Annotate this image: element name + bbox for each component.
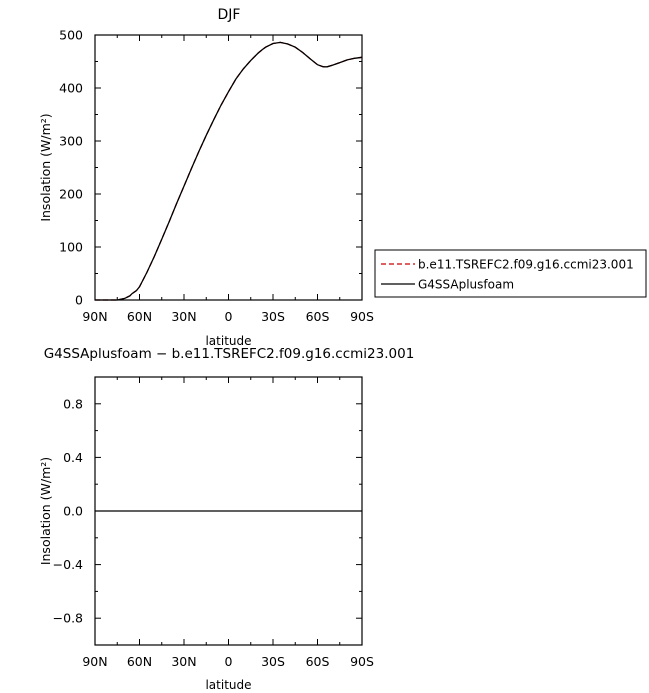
y-tick-label: 300 xyxy=(59,134,83,149)
legend-label-1: G4SSAplusfoam xyxy=(418,278,514,292)
x-tick-label: 30S xyxy=(261,654,285,669)
y-tick-label: 200 xyxy=(59,187,83,202)
series-line-0 xyxy=(95,41,363,301)
y-tick-label: 0.0 xyxy=(63,504,83,519)
y-tick-label: 0.8 xyxy=(63,396,83,411)
y-tick-label: 100 xyxy=(59,240,83,255)
legend-label-0: b.e11.TSREFC2.f09.g16.ccmi23.001 xyxy=(418,258,634,272)
y-tick-label: 500 xyxy=(59,28,83,43)
y-tick-label: −0.4 xyxy=(53,557,83,572)
chart-title: G4SSAplusfoam − b.e11.TSREFC2.f09.g16.cc… xyxy=(44,346,415,362)
y-axis-label: Insolation (W/m²) xyxy=(38,457,53,565)
y-tick-label: 0 xyxy=(75,293,83,308)
x-tick-label: 60S xyxy=(306,654,330,669)
x-tick-label: 0 xyxy=(225,309,233,324)
x-tick-label: 90S xyxy=(350,654,374,669)
x-tick-label: 60S xyxy=(306,309,330,324)
legend-box xyxy=(374,249,647,298)
x-tick-label: 30N xyxy=(171,654,196,669)
x-axis-label: latitude xyxy=(205,678,251,692)
x-tick-label: 90N xyxy=(82,654,107,669)
x-tick-label: 60N xyxy=(127,309,152,324)
y-axis-label: Insolation (W/m²) xyxy=(38,113,53,221)
series-line-1 xyxy=(95,41,363,301)
x-tick-label: 0 xyxy=(225,654,233,669)
x-tick-label: 30N xyxy=(171,309,196,324)
x-tick-label: 90N xyxy=(82,309,107,324)
x-tick-label: 30S xyxy=(261,309,285,324)
x-tick-label: 90S xyxy=(350,309,374,324)
y-tick-label: 0.4 xyxy=(63,450,83,465)
y-tick-label: −0.8 xyxy=(53,611,83,626)
x-axis-label: latitude xyxy=(205,334,251,348)
plot-frame xyxy=(94,34,363,301)
y-tick-label: 400 xyxy=(59,81,83,96)
chart-title: DJF xyxy=(218,7,241,23)
x-tick-label: 60N xyxy=(127,654,152,669)
